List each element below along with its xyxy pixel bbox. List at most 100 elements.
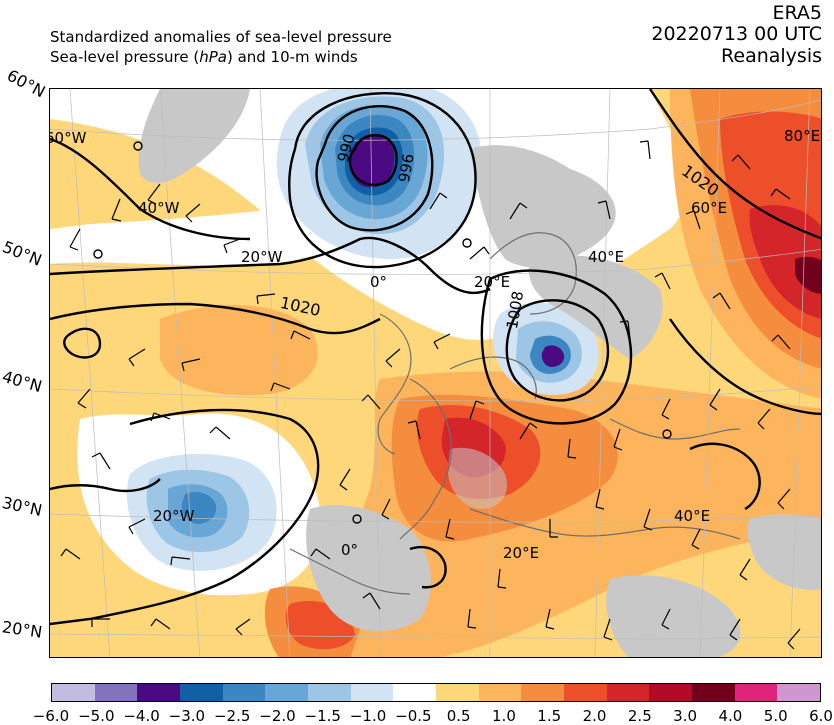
calm-circle xyxy=(462,238,472,248)
map-panel: 60°W 40°W 20°W 0° 20°E 40°E 60°E 80°E 20… xyxy=(49,88,822,658)
lat-label-60n: 60°N xyxy=(3,65,49,102)
wind-barb xyxy=(362,592,381,610)
coast-britain xyxy=(377,313,412,455)
colorbar-tick-label: −1.5 xyxy=(304,707,341,725)
wind-barb xyxy=(469,400,485,420)
lon-label-80e: 80°E xyxy=(784,127,821,145)
calm-circle xyxy=(133,141,143,151)
wind-barb xyxy=(619,320,631,340)
isobar-1008-se xyxy=(689,442,761,511)
wind-barb xyxy=(771,334,791,350)
land-middle-east xyxy=(606,575,741,657)
wind-barb xyxy=(91,618,110,627)
colorbar-segment xyxy=(265,684,309,701)
calm-circle xyxy=(662,429,672,439)
lat-label-20n: 20°N xyxy=(0,617,44,642)
isobar-1002 xyxy=(288,92,477,269)
wind-barb xyxy=(339,468,351,491)
colorbar-segment xyxy=(521,684,565,701)
wind-barb xyxy=(310,548,331,560)
colorbar-segment xyxy=(777,684,821,701)
anomaly-maroon-siberia xyxy=(795,256,821,294)
wind-barb xyxy=(209,426,231,440)
wind-barb xyxy=(128,348,146,367)
calm-circle xyxy=(352,514,362,524)
isobar-996 xyxy=(315,104,434,232)
wind-barb xyxy=(433,333,451,350)
wind-barb xyxy=(91,452,111,470)
land-central-asia xyxy=(747,514,821,590)
title-line-2-pre: Sea-level pressure ( xyxy=(50,48,200,66)
coast-nafrica xyxy=(289,548,411,595)
colorbar-tick-label: 5.0 xyxy=(763,707,788,725)
wind-barb xyxy=(777,488,791,510)
wind-barb xyxy=(429,192,448,210)
wind-barb xyxy=(757,408,771,430)
colorbar-segment xyxy=(94,684,138,701)
wind-barb xyxy=(787,628,801,650)
isobar-1008-nw xyxy=(50,137,251,241)
wind-barb xyxy=(661,398,671,420)
wind-barb xyxy=(147,183,161,205)
wind-barb xyxy=(256,293,276,305)
wind-barb xyxy=(729,618,741,641)
coastlines xyxy=(289,232,741,595)
wind-barb xyxy=(691,528,701,550)
lat-label-50n: 50°N xyxy=(0,237,45,270)
colorbar-segment xyxy=(436,684,479,701)
colorbar-tick-label: 2.0 xyxy=(582,707,607,725)
lon-label-40w: 40°W xyxy=(138,199,180,217)
product-label: Reanalysis xyxy=(721,45,822,67)
isobar-1020-ne xyxy=(649,89,821,240)
isobar-1014-med xyxy=(409,545,447,589)
colorbar-tick-label: 4.0 xyxy=(718,707,743,725)
wind-barb xyxy=(549,519,558,538)
wind-barb xyxy=(712,292,731,310)
wind-barb xyxy=(150,618,171,630)
land-greenland xyxy=(138,89,250,184)
colorbar-tick-label: −3.0 xyxy=(168,707,206,725)
isobar-1008-baltic xyxy=(505,299,610,402)
colorbar-segment xyxy=(350,684,394,701)
isobars xyxy=(50,89,821,626)
lon-label-40e-south: 40°E xyxy=(674,507,711,525)
colorbar-tick-label: 1.5 xyxy=(537,707,562,725)
lon-label-0-north: 0° xyxy=(370,273,388,291)
colorbar-segment xyxy=(393,684,437,701)
title-line-2-unit: hPa xyxy=(199,48,227,66)
calm-markers xyxy=(93,141,672,524)
isobar-1020-sw xyxy=(50,478,161,493)
wind-barb xyxy=(407,420,421,440)
colorbar-tick-label: −6.0 xyxy=(32,707,70,725)
colorbar-segment xyxy=(308,684,351,701)
land-scandinavia xyxy=(470,145,616,268)
wind-barb xyxy=(385,348,401,368)
colorbar-segment xyxy=(734,684,778,701)
wind-barb xyxy=(661,608,671,630)
colorbar-tick-label: −2.0 xyxy=(259,707,296,725)
colorbar-tick-label: 0.5 xyxy=(446,707,471,725)
wind-barb xyxy=(60,548,81,560)
coast-north-sea xyxy=(449,356,537,400)
colorbar-tick-label: −5.0 xyxy=(78,707,115,725)
wind-barb xyxy=(467,608,477,629)
isobar-1020-south xyxy=(50,408,320,626)
graticule-60w xyxy=(69,89,111,657)
graticule-20w xyxy=(259,89,291,657)
wind-barb xyxy=(128,518,146,535)
wind-barb xyxy=(770,188,791,200)
colorbar-segment xyxy=(606,684,650,701)
wind-barb xyxy=(270,382,291,392)
lon-label-60e: 60°E xyxy=(691,199,728,217)
colorbar-segment xyxy=(52,684,95,701)
wind-barb xyxy=(381,498,391,520)
lon-label-40e-north: 40°E xyxy=(588,248,625,266)
graticule-50n xyxy=(50,248,821,275)
lon-label-20w-north: 20°W xyxy=(241,248,283,266)
wind-barb xyxy=(643,508,653,531)
lon-label-20e-north: 20°E xyxy=(474,273,511,291)
colorbar-tick-label: −4.0 xyxy=(123,707,160,725)
colorbar xyxy=(51,683,821,702)
wind-barb xyxy=(469,246,490,260)
coast-black-sea xyxy=(609,418,741,440)
